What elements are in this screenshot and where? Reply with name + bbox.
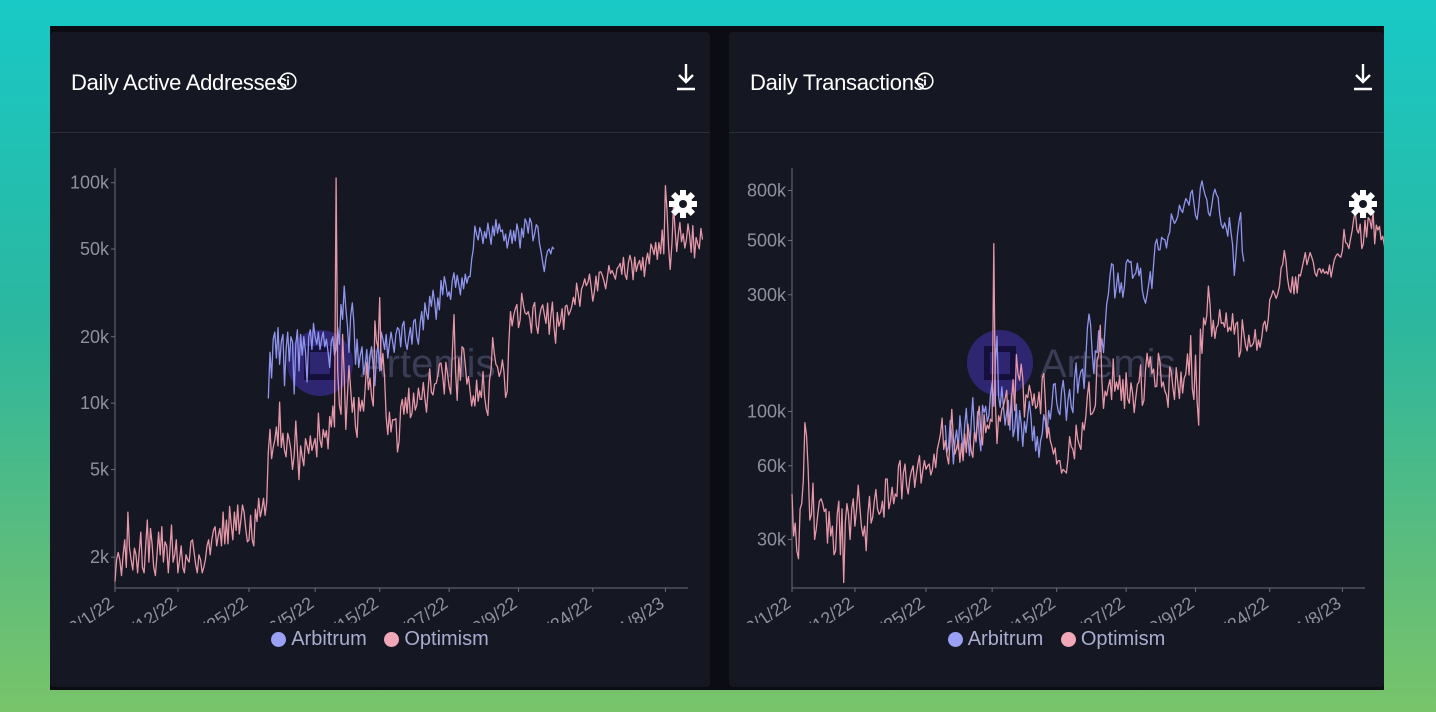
- legend-label: Arbitrum: [291, 628, 367, 650]
- info-icon[interactable]: [279, 72, 297, 90]
- y-tick-label: 60k: [757, 456, 787, 476]
- legend-dot-arbitrum: [271, 632, 287, 647]
- x-tick-label: 3/12/22: [797, 593, 858, 623]
- x-tick-label: 11/24/22: [527, 593, 595, 623]
- x-tick-label: 2/1/22: [742, 593, 794, 623]
- watermark-logo-mark: [984, 346, 1016, 380]
- y-tick-label: 30k: [757, 529, 787, 549]
- x-tick-label: 6/5/22: [265, 593, 317, 623]
- download-icon[interactable]: [675, 62, 697, 94]
- x-tick-label: 10/9/22: [460, 593, 521, 623]
- x-tick-label: 2/1/22: [65, 593, 117, 623]
- series-line-optimism: [791, 210, 1384, 584]
- series-line-optimism: [114, 177, 704, 582]
- daily-active-addresses-chart: Artemis 100k 50k 20k 10k 5k 2k 2/1/22 3/12/22 4/2…: [65, 168, 704, 623]
- daily-active-addresses-panel: Daily Active Addresses Artemis 100k 50k 20k…: [50, 32, 710, 687]
- y-tick-label: 100k: [747, 402, 787, 422]
- y-tick-label: 10k: [80, 393, 110, 413]
- y-tick-label: 2k: [90, 547, 110, 567]
- gear-tooth: [1360, 210, 1366, 218]
- gear-tooth: [680, 190, 686, 198]
- x-tick-label: 1/8/23: [615, 593, 667, 623]
- x-tick-label: 7/15/22: [321, 593, 382, 623]
- x-tick-label: 4/25/22: [191, 593, 252, 623]
- legend-item-optimism[interactable]: Optimism: [1060, 628, 1166, 651]
- gear-hole: [679, 200, 687, 208]
- legend-dot-arbitrum: [947, 632, 963, 647]
- y-tick-label: 100k: [70, 173, 110, 193]
- y-tick-label: 5k: [90, 459, 110, 479]
- watermark-logo: [967, 330, 1033, 396]
- watermark-text: Artemis: [1040, 342, 1176, 386]
- panel-title: Daily Active Addresses: [71, 70, 287, 95]
- legend-label: Optimism: [404, 628, 489, 650]
- x-tick-label: 1/8/23: [1292, 593, 1344, 623]
- chart-legend: Arbitrum Optimism: [729, 628, 1384, 653]
- x-tick-label: 4/25/22: [868, 593, 929, 623]
- download-icon[interactable]: [1352, 62, 1374, 94]
- panel-header: Daily Transactions: [729, 32, 1384, 133]
- daily-transactions-chart: Artemis 800k 500k 300k 100k 60k 30k 2/1/22 3/12/…: [742, 168, 1384, 623]
- watermark-text: Artemis: [360, 342, 496, 386]
- x-tick-label: 8/27/22: [1068, 593, 1129, 623]
- gear-icon[interactable]: [1349, 190, 1377, 218]
- legend-item-optimism[interactable]: Optimism: [384, 628, 489, 651]
- series-line-arbitrum: [267, 217, 555, 399]
- legend-dot-optimism: [384, 632, 400, 647]
- dashboard: Daily Active Addresses Artemis 100k 50k 20k…: [50, 26, 1384, 690]
- y-tick-label: 300k: [747, 285, 787, 305]
- legend-dot-optimism: [1060, 632, 1076, 647]
- x-tick-label: 6/5/22: [942, 593, 994, 623]
- y-tick-label: 50k: [80, 239, 110, 259]
- legend-label: Arbitrum: [967, 628, 1044, 650]
- chart-legend: Arbitrum Optimism: [50, 628, 710, 653]
- artemis-watermark: Artemis: [287, 330, 496, 396]
- panel-header: Daily Active Addresses: [50, 32, 710, 133]
- y-tick-label: 20k: [80, 327, 110, 347]
- x-tick-label: 11/24/22: [1204, 593, 1272, 623]
- legend-label: Optimism: [1080, 628, 1166, 650]
- x-tick-label: 3/12/22: [120, 593, 181, 623]
- x-tick-label: 10/9/22: [1137, 593, 1198, 623]
- legend-item-arbitrum[interactable]: Arbitrum: [947, 628, 1044, 651]
- y-tick-label: 500k: [747, 230, 787, 250]
- y-tick-label: 800k: [747, 181, 787, 201]
- legend-item-arbitrum[interactable]: Arbitrum: [271, 628, 367, 651]
- artemis-watermark: Artemis: [967, 330, 1176, 396]
- gear-hole: [1359, 200, 1367, 208]
- gear-icon[interactable]: [669, 190, 697, 218]
- x-tick-label: 8/27/22: [391, 593, 452, 623]
- x-tick-label: 7/15/22: [998, 593, 1059, 623]
- gear-tooth: [1360, 190, 1366, 198]
- gear-tooth: [680, 210, 686, 218]
- info-icon[interactable]: [916, 72, 934, 90]
- daily-transactions-panel: Daily Transactions Artemis 800k 500k 300k 10…: [729, 32, 1384, 687]
- panel-title: Daily Transactions: [750, 70, 925, 95]
